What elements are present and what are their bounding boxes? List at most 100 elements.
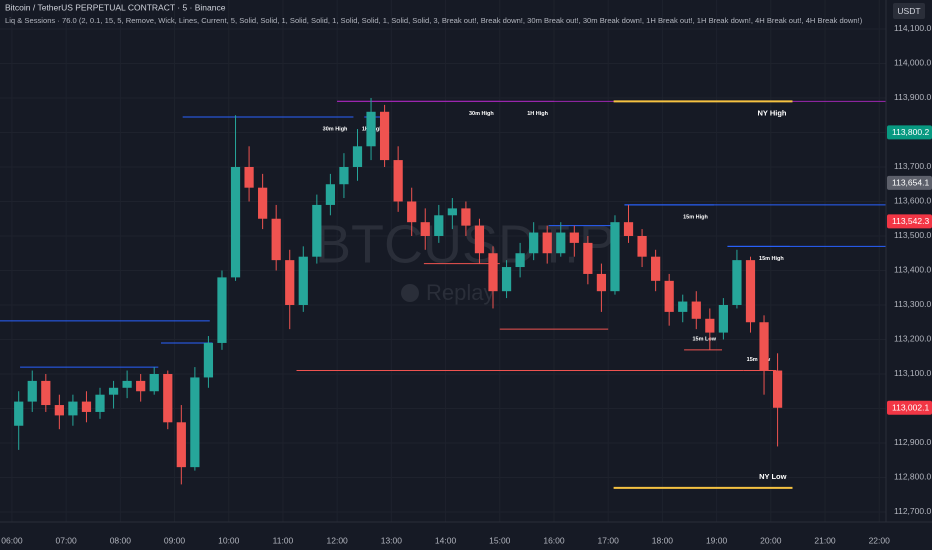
candle-body xyxy=(515,253,525,268)
candle-body xyxy=(81,401,92,412)
currency-button[interactable] xyxy=(893,3,925,19)
candle-body xyxy=(474,225,485,254)
candle-body xyxy=(27,380,37,402)
x-tick-label: 22:00 xyxy=(869,535,891,545)
chart-title: Bitcoin / TetherUS PERPETUAL CONTRACT · … xyxy=(5,2,226,12)
candle-body xyxy=(393,160,403,202)
x-tick-label: 19:00 xyxy=(706,535,728,545)
candle-body xyxy=(41,380,51,406)
x-tick-label: 11:00 xyxy=(273,535,294,545)
candle-body xyxy=(203,342,214,378)
candle-body xyxy=(217,277,227,343)
price-label-box xyxy=(887,125,932,140)
candle-body xyxy=(556,232,566,254)
level-label: 15m Low xyxy=(747,357,771,363)
x-tick-label: 06:00 xyxy=(1,535,23,545)
replay-text: Replay xyxy=(426,280,494,305)
x-tick-label: 13:00 xyxy=(381,535,403,545)
level-label: NY High xyxy=(757,108,786,117)
x-tick-label: 09:00 xyxy=(164,535,186,545)
y-tick-label: 113,700.0 xyxy=(894,161,931,171)
y-tick-label: 114,100.0 xyxy=(894,23,931,33)
candle-body xyxy=(176,422,186,468)
price-label-box xyxy=(887,175,932,190)
y-tick-label: 112,800.0 xyxy=(894,472,931,482)
x-tick-label: 16:00 xyxy=(543,535,565,545)
x-tick-label: 12:00 xyxy=(327,535,349,545)
candle-body xyxy=(14,401,24,426)
candle-body xyxy=(583,242,593,274)
candle-body xyxy=(298,256,308,305)
price-label: 113,800.2 xyxy=(892,127,929,137)
candle-body xyxy=(732,260,742,305)
price-label: 113,542.3 xyxy=(892,216,929,226)
price-label-box xyxy=(887,214,932,229)
candle-body xyxy=(352,146,363,167)
x-tick-label: 20:00 xyxy=(760,535,782,545)
candle-body xyxy=(529,232,539,254)
level-label: 15m Low xyxy=(692,336,716,342)
axes: 112,700.0112,800.0112,900.0113,000.0113,… xyxy=(1,23,932,545)
candle-body xyxy=(759,322,769,371)
y-tick-label: 113,100.0 xyxy=(894,368,931,378)
candle-body xyxy=(434,215,444,236)
candle-body xyxy=(501,267,512,292)
candle-body xyxy=(68,401,78,416)
x-tick-label: 17:00 xyxy=(598,535,620,545)
candle-body xyxy=(596,273,607,292)
price-label: 113,654.1 xyxy=(892,178,929,188)
x-tick-label: 10:00 xyxy=(218,535,240,545)
y-tick-label: 113,200.0 xyxy=(894,334,931,344)
candle-body xyxy=(190,377,200,468)
candle-body xyxy=(379,111,390,161)
candle-body xyxy=(339,166,349,185)
candle-body xyxy=(610,222,620,292)
candle-body xyxy=(718,304,728,333)
candle-body xyxy=(461,208,471,226)
y-tick-label: 112,900.0 xyxy=(894,437,931,447)
x-tick-label: 07:00 xyxy=(55,535,77,545)
candle-body xyxy=(569,232,579,243)
x-tick-label: 14:00 xyxy=(435,535,457,545)
candle-body xyxy=(149,373,159,392)
y-tick-label: 113,600.0 xyxy=(894,196,931,206)
candle-body xyxy=(705,318,715,333)
candle-body xyxy=(230,166,241,278)
candle-body xyxy=(623,222,634,236)
candle-body xyxy=(420,222,430,236)
candle-body xyxy=(772,370,783,408)
x-tick-label: 15:00 xyxy=(489,535,511,545)
y-tick-label: 113,900.0 xyxy=(894,92,931,102)
currency-label[interactable]: USDT xyxy=(897,6,920,16)
candle-body xyxy=(664,280,674,312)
candle-body xyxy=(637,235,647,257)
x-tick-label: 18:00 xyxy=(652,535,674,545)
candle-body xyxy=(366,111,376,147)
candle-body xyxy=(163,373,173,423)
grid xyxy=(0,0,886,522)
x-tick-label: 08:00 xyxy=(110,535,132,545)
level-label: 30m High xyxy=(323,126,348,132)
y-tick-label: 114,000.0 xyxy=(894,58,931,68)
level-label: 1H High xyxy=(527,111,548,117)
candle-body xyxy=(691,301,701,319)
candle-body xyxy=(244,166,254,188)
y-tick-label: 113,400.0 xyxy=(894,265,931,275)
y-tick-label: 113,300.0 xyxy=(894,299,931,309)
level-label: 15m High xyxy=(759,256,784,262)
candle-body xyxy=(651,256,661,281)
replay-icon xyxy=(401,284,419,302)
candle-body xyxy=(136,380,146,392)
price-label: 113,002.1 xyxy=(892,403,929,413)
candle-body xyxy=(678,301,688,312)
candle-body xyxy=(488,253,498,292)
candle-body xyxy=(258,187,268,219)
candle-body xyxy=(542,232,552,254)
candle-body xyxy=(407,201,417,223)
x-tick-label: 21:00 xyxy=(814,535,836,545)
candle-body xyxy=(271,218,281,261)
candle-body xyxy=(447,208,457,216)
